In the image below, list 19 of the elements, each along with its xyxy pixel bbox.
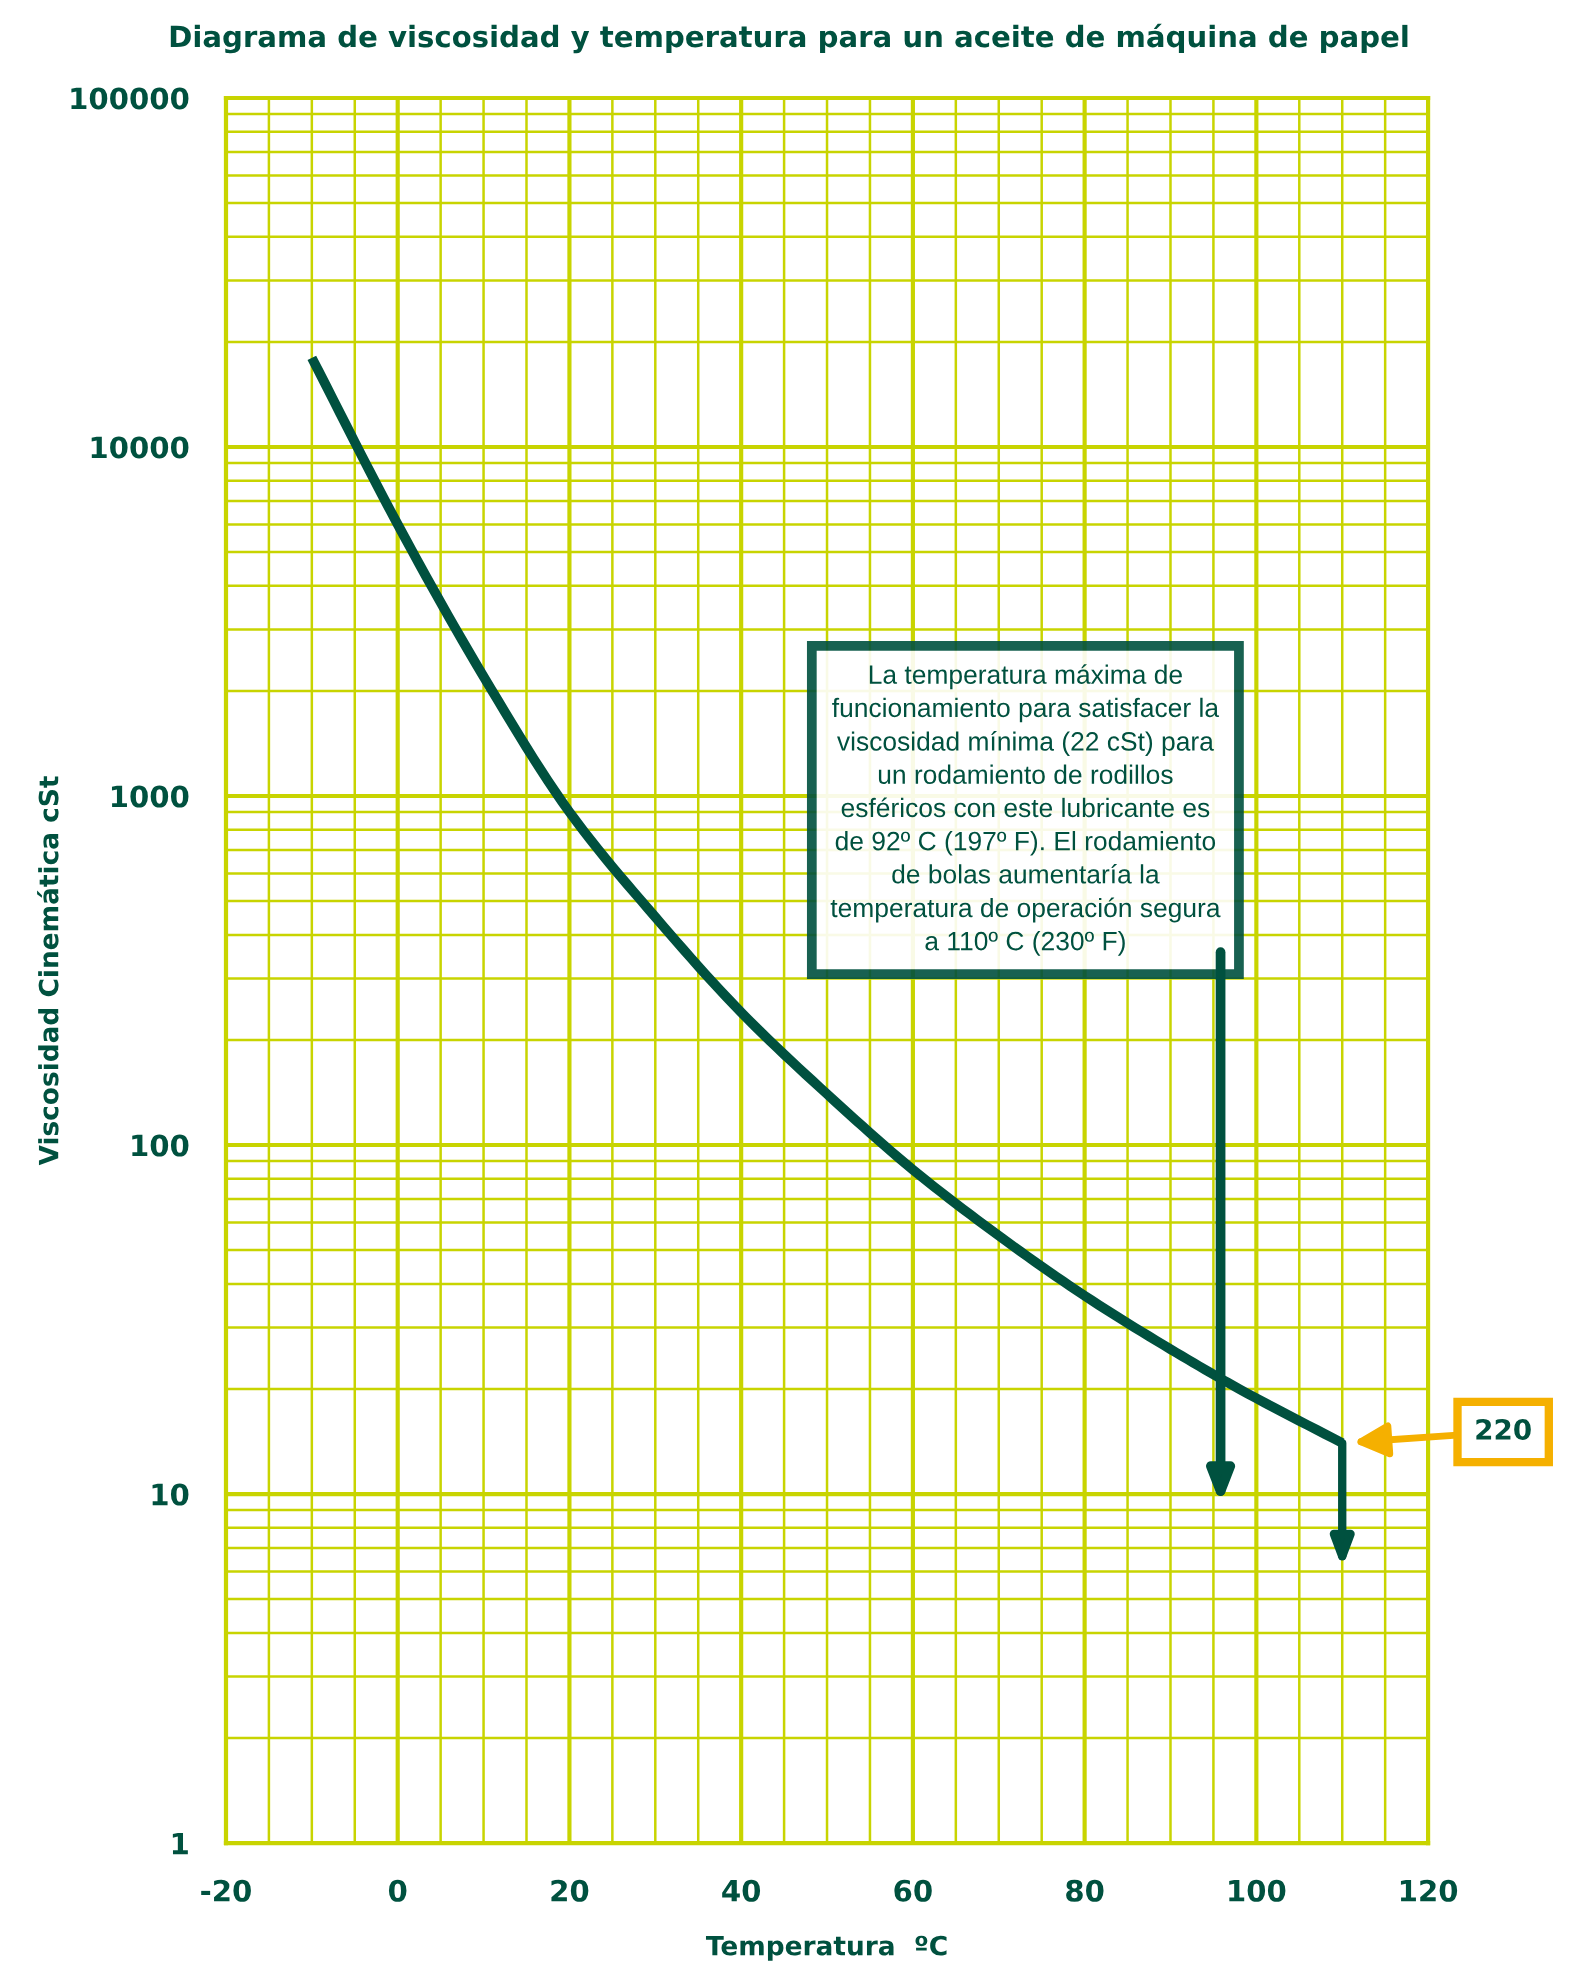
x-tick-label: 60 [894,1879,932,1902]
y-tick-label: 10 [152,1483,189,1506]
x-tick-label: 20 [551,1879,589,1902]
x-tick-label: 0 [388,1879,407,1902]
y-tick-label: 1 [172,1832,188,1855]
text: 220 [1476,1418,1531,1440]
x-tick-label: -20 [201,1879,251,1902]
y-axis-title: Viscosidad Cinemática cSt [37,776,59,1166]
chart-title: Diagrama de viscosidad y temperatura para un aceite de máquina de papel [170,23,1408,54]
text: La temperatura máxima de funcionamiento para satisfacer la viscosidad mínima (22 cSt) para un rodamiento de rodillos esféricos con este lubricante es de 92º C (197º F). El rodamiento de bolas aumentaría la temperatura de operación segura a 110º C (230º F) [830,664,1221,956]
y-tick-label: 10000 [91,436,189,459]
x-axis-title: Temperatura ºC [705,1935,947,1961]
x-tick-label: 40 [722,1879,761,1902]
y-tick-label: 100 [132,1134,189,1157]
y-tick-label: 1000 [111,785,189,808]
x-tick-label: 120 [1400,1879,1458,1902]
x-tick-label: 80 [1066,1879,1104,1902]
y-tick-label: 100000 [71,87,189,110]
x-tick-label: 100 [1229,1879,1286,1902]
